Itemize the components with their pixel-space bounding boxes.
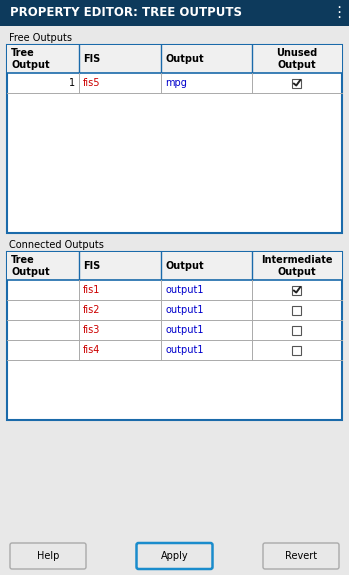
Text: Revert: Revert [285,551,317,561]
Text: fis3: fis3 [83,325,101,335]
Text: FIS: FIS [83,261,100,271]
Text: 1: 1 [69,78,75,88]
Text: fis2: fis2 [83,305,101,315]
Text: Output: Output [165,261,204,271]
Bar [292,79,301,87]
Text: Apply: Apply [161,551,188,561]
Text: ⋮: ⋮ [331,6,347,21]
Text: output1: output1 [165,305,203,315]
Text: mpg: mpg [165,78,187,88]
Bar [292,305,301,315]
Bar [7,252,342,280]
FancyBboxPatch shape [136,543,213,569]
Bar [7,45,342,233]
Text: output1: output1 [165,325,203,335]
Text: Unused
Output: Unused Output [276,48,317,70]
Text: Intermediate
Output: Intermediate Output [261,255,333,277]
Bar [7,45,342,73]
Text: PROPERTY EDITOR: TREE OUTPUTS: PROPERTY EDITOR: TREE OUTPUTS [10,6,242,20]
Text: Tree
Output: Tree Output [11,48,50,70]
Bar [292,286,301,294]
Text: FIS: FIS [83,54,100,64]
FancyBboxPatch shape [263,543,339,569]
Text: Free Outputs: Free Outputs [9,33,72,43]
Text: Tree
Output: Tree Output [11,255,50,277]
Text: fis4: fis4 [83,345,101,355]
FancyBboxPatch shape [10,543,86,569]
Bar [7,252,342,420]
Text: Help: Help [37,551,59,561]
Text: output1: output1 [165,285,203,295]
Text: fis5: fis5 [83,78,101,88]
Bar [0,0,349,26]
Text: fis1: fis1 [83,285,101,295]
Bar [292,346,301,355]
Bar [292,325,301,335]
Text: Output: Output [165,54,204,64]
Text: output1: output1 [165,345,203,355]
Text: Connected Outputs: Connected Outputs [9,240,104,250]
